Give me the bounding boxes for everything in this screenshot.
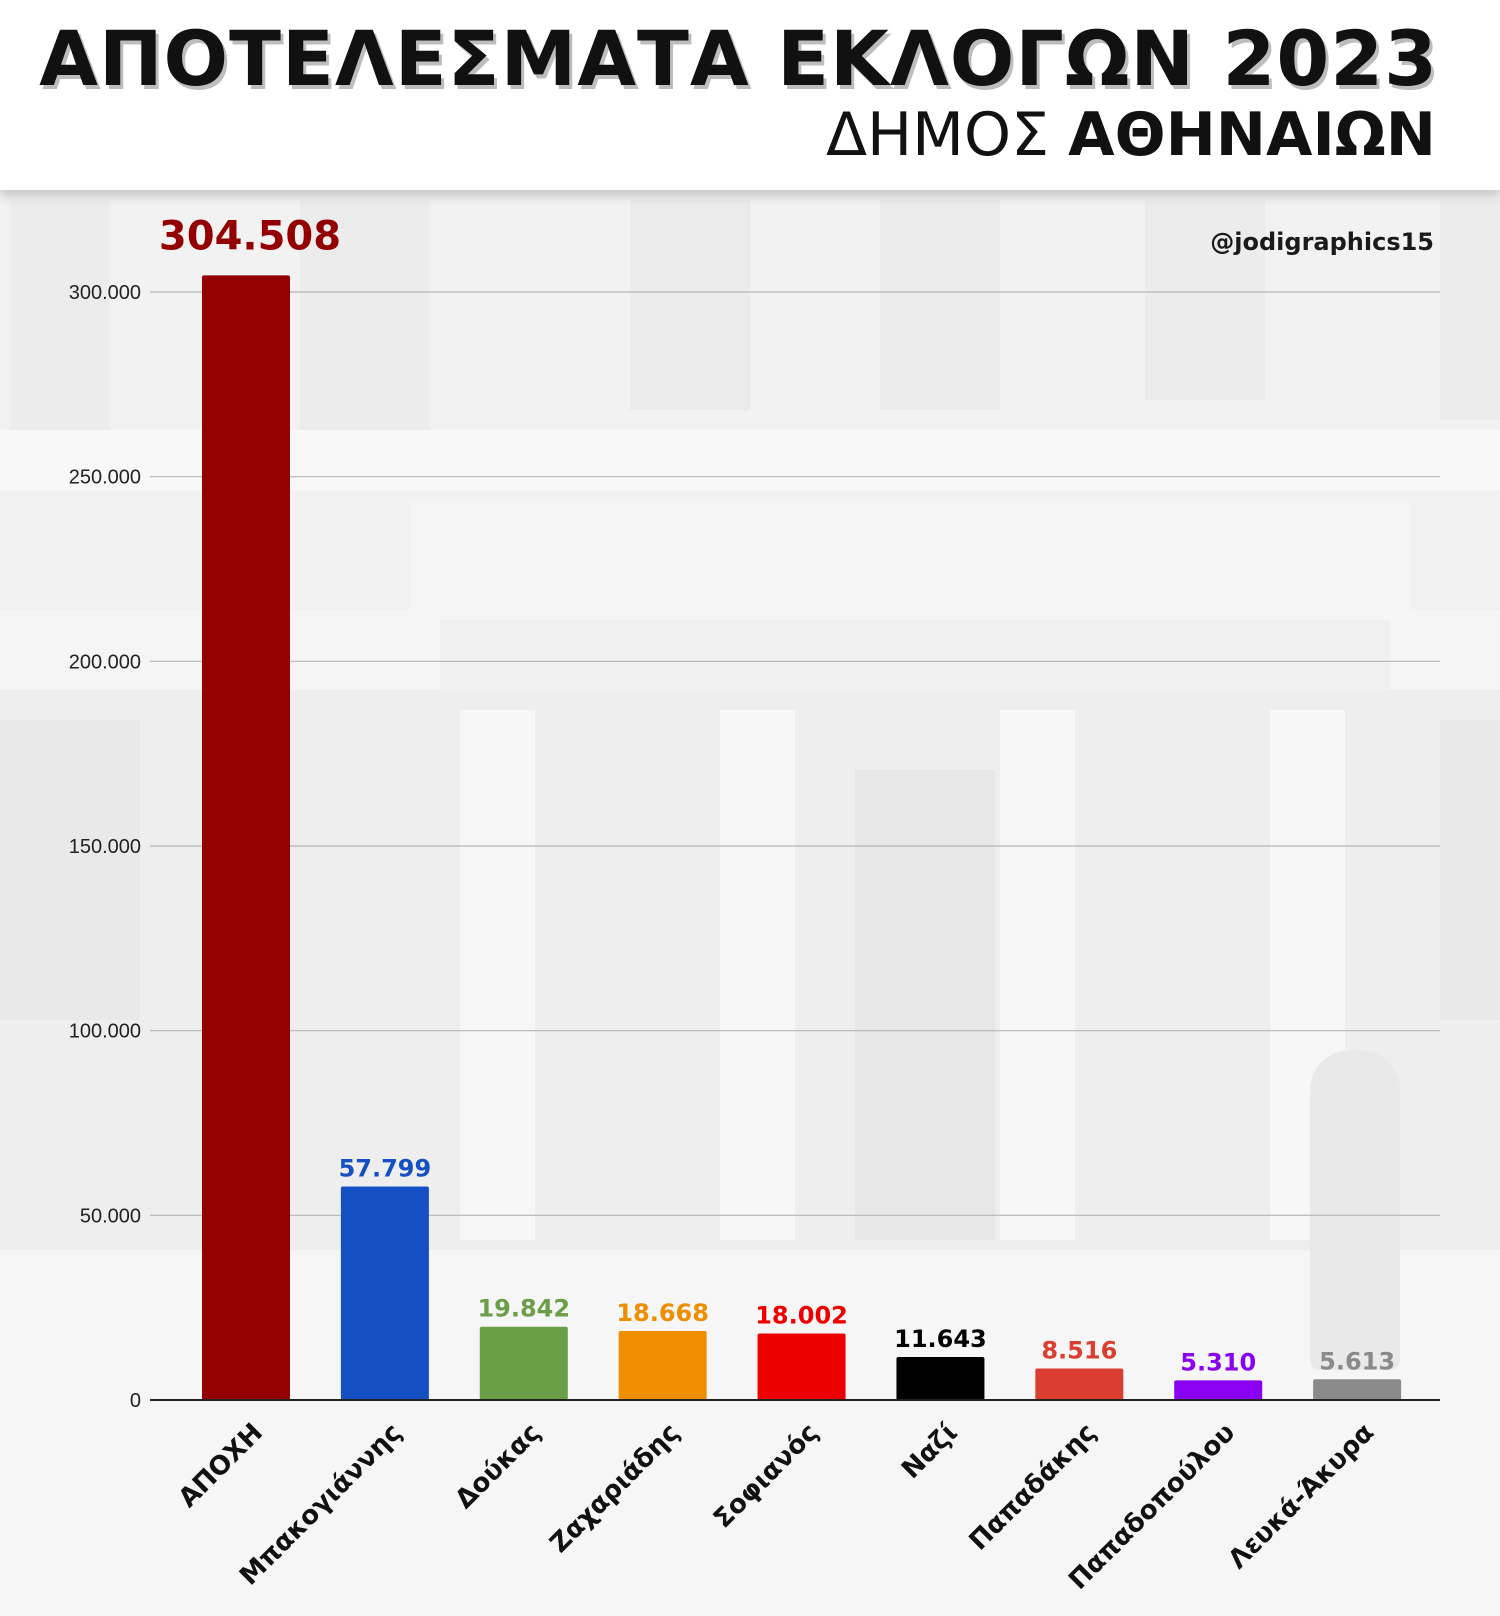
y-axis-labels: 0 50.000 100.000 150.000 200.000 250.000 300.0… xyxy=(69,282,141,1412)
y-tick-label: 300.000 xyxy=(69,282,141,304)
value-label-ζαχαριάδης: 18.668 xyxy=(616,1299,709,1327)
y-tick-label: 250.000 xyxy=(69,467,141,489)
bar-ναζί xyxy=(896,1356,985,1400)
category-label-παπαδάκης: Παπαδάκης xyxy=(964,1418,1103,1557)
value-label-ναζί: 11.643 xyxy=(894,1325,987,1353)
bar-λευκά-άκυρα xyxy=(1313,1379,1402,1400)
category-label-δούκας: Δούκας xyxy=(450,1418,547,1515)
category-label-ναζί: Ναζί xyxy=(896,1418,963,1485)
y-tick-label: 200.000 xyxy=(69,651,141,673)
value-labels: 304.508 57.799 19.842 18.668 18.002 11.643 8.5… xyxy=(159,213,1395,1376)
bar-δούκας xyxy=(479,1326,568,1400)
y-tick-label: 100.000 xyxy=(69,1021,141,1043)
bar-αποχη xyxy=(202,275,290,1400)
bars xyxy=(202,275,1402,1400)
value-label-παπαδάκης: 8.516 xyxy=(1041,1337,1117,1365)
header: ΑΠΟΤΕΛΕΣΜΑΤΑ ΕΚΛΟΓΩΝ 2023 ΔΗΜΟΣ ΑΘΗΝΑΙΩΝ xyxy=(0,0,1500,190)
value-label-σοφιανός: 18.002 xyxy=(755,1302,848,1330)
subtitle-city-name: ΑΘΗΝΑΙΩΝ xyxy=(1068,100,1436,170)
bar-ζαχαριάδης xyxy=(618,1331,707,1400)
bar-σοφιανός xyxy=(757,1333,846,1400)
credit-handle: @jodigraphics15 xyxy=(1210,228,1434,256)
chart-subtitle: ΔΗΜΟΣ ΑΘΗΝΑΙΩΝ xyxy=(826,100,1436,170)
y-tick-label: 150.000 xyxy=(69,836,141,858)
category-label-αποχη: ΑΠΟΧΗ xyxy=(173,1418,269,1514)
bar-μπακογιάννης xyxy=(340,1186,429,1400)
value-label-λευκά-άκυρα: 5.613 xyxy=(1319,1347,1395,1375)
category-label-σοφιανός: Σοφιανός xyxy=(708,1418,825,1535)
value-label-δούκας: 19.842 xyxy=(477,1295,570,1323)
category-label-λευκά-άκυρα: Λευκά-Άκυρα xyxy=(1223,1418,1380,1575)
chart-title: ΑΠΟΤΕΛΕΣΜΑΤΑ ΕΚΛΟΓΩΝ 2023 xyxy=(39,14,1438,103)
grid-lines xyxy=(150,291,1440,1216)
value-label-αποχη: 304.508 xyxy=(159,213,341,259)
value-label-μπακογιάννης: 57.799 xyxy=(339,1155,432,1183)
y-tick-label: 0 xyxy=(130,1390,141,1412)
subtitle-municipality-word: ΔΗΜΟΣ xyxy=(825,100,1050,170)
y-tick-label: 50.000 xyxy=(80,1205,141,1227)
bar-παπαδάκης xyxy=(1035,1368,1124,1400)
value-label-παπαδοπούλου: 5.310 xyxy=(1180,1348,1256,1376)
category-label-ζαχαριάδης: Ζαχαριάδης xyxy=(544,1418,685,1559)
bar-παπαδοπούλου xyxy=(1174,1380,1263,1400)
